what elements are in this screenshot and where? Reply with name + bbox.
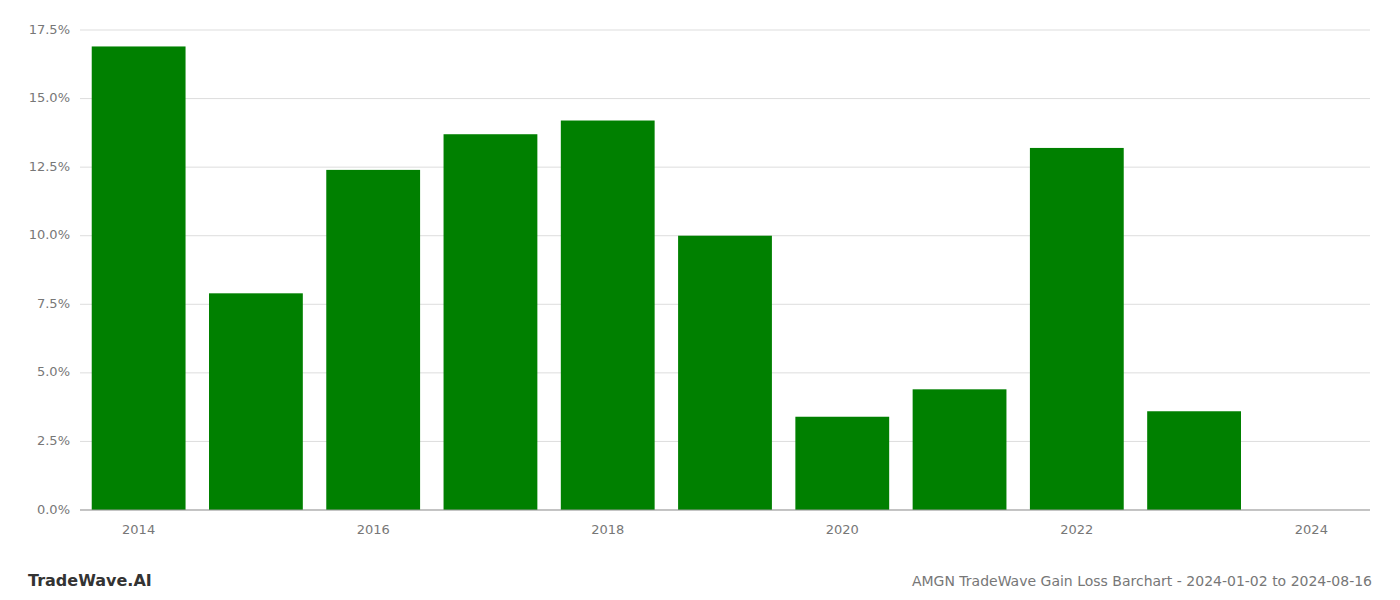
x-tick-label: 2022 bbox=[1060, 522, 1093, 537]
y-tick-label: 5.0% bbox=[37, 364, 70, 379]
y-tick-label: 2.5% bbox=[37, 433, 70, 448]
bar bbox=[92, 46, 186, 510]
y-tick-label: 7.5% bbox=[37, 296, 70, 311]
grid-line bbox=[80, 98, 1370, 99]
bar bbox=[561, 121, 655, 510]
bar bbox=[326, 170, 420, 510]
y-tick-label: 15.0% bbox=[29, 90, 70, 105]
grid-line bbox=[80, 167, 1370, 168]
watermark: TradeWave.AI bbox=[28, 571, 152, 590]
bar bbox=[1147, 411, 1241, 510]
grid-line bbox=[80, 30, 1370, 31]
y-tick-label: 12.5% bbox=[29, 159, 70, 174]
bar bbox=[209, 293, 303, 510]
bar bbox=[913, 389, 1007, 510]
x-tick-label: 2020 bbox=[826, 522, 859, 537]
x-tick-label: 2014 bbox=[122, 522, 155, 537]
bar bbox=[1030, 148, 1124, 510]
x-tick-label: 2018 bbox=[591, 522, 624, 537]
x-axis-line bbox=[80, 510, 1370, 511]
chart-title: AMGN TradeWave Gain Loss Barchart - 2024… bbox=[912, 573, 1372, 589]
chart-container: 0.0% 2.5% 5.0% 7.5% 10.0% 12.5% 15.0% 17.5% 2014… bbox=[0, 0, 1400, 600]
y-grid bbox=[80, 30, 1370, 510]
bars bbox=[92, 46, 1241, 510]
y-tick-label: 10.0% bbox=[29, 227, 70, 242]
bar bbox=[678, 236, 772, 510]
bar bbox=[444, 134, 538, 510]
y-tick-label: 17.5% bbox=[29, 22, 70, 37]
y-tick-labels: 0.0% 2.5% 5.0% 7.5% 10.0% 12.5% 15.0% 17.5% bbox=[29, 22, 70, 517]
y-tick-label: 0.0% bbox=[37, 502, 70, 517]
chart-svg: 0.0% 2.5% 5.0% 7.5% 10.0% 12.5% 15.0% 17.5% 2014… bbox=[0, 0, 1400, 600]
grid-line bbox=[80, 510, 1370, 511]
x-tick-labels: 2014 2016 2018 2020 2022 2024 bbox=[122, 522, 1328, 537]
x-tick-label: 2016 bbox=[357, 522, 390, 537]
x-tick-label: 2024 bbox=[1295, 522, 1328, 537]
bar bbox=[795, 417, 889, 510]
